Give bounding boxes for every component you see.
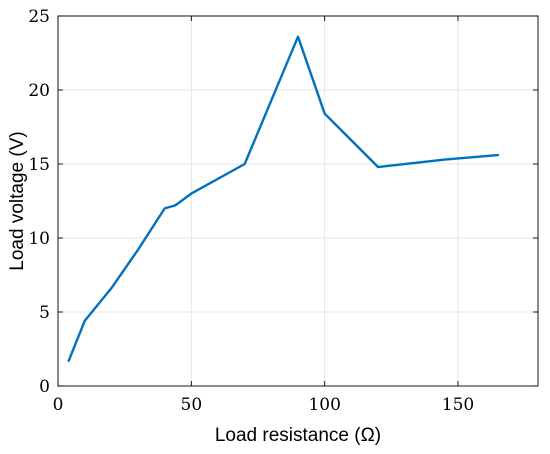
series-line [67, 35, 500, 362]
y-tick-labels: 0 5 10 15 20 25 [28, 7, 50, 397]
plot-frame [57, 15, 539, 387]
y-tick-label: 25 [28, 7, 50, 27]
y-tick-label: 5 [39, 303, 50, 323]
y-tick-label: 20 [28, 81, 50, 101]
ticks [57, 15, 538, 387]
x-tick-label: 100 [308, 395, 340, 415]
y-tick-label: 0 [39, 377, 50, 397]
x-tick-label: 50 [181, 395, 203, 415]
x-tick-label: 150 [442, 395, 474, 415]
x-tick-labels: 0 50 100 150 [53, 395, 475, 415]
series-layer [67, 35, 500, 362]
y-axis-label: Load voltage (V) [7, 131, 28, 270]
x-tick-label: 0 [53, 395, 64, 415]
y-tick-label: 10 [28, 229, 50, 249]
x-axis-label: Load resistance (Ω) [215, 425, 381, 446]
y-tick-label: 15 [28, 155, 50, 175]
grid [57, 15, 538, 387]
